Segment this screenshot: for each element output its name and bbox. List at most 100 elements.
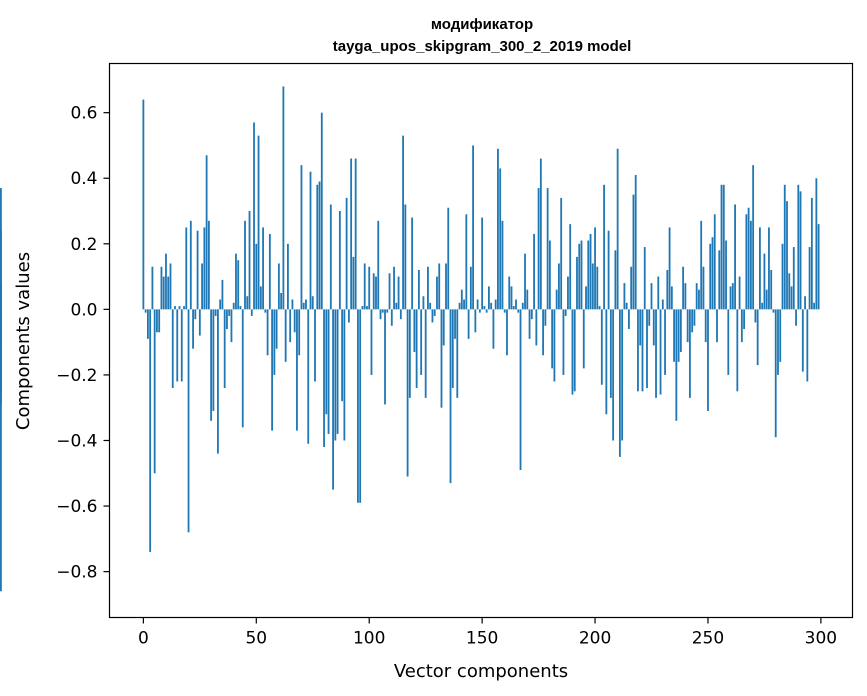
x-tick-label: 200 xyxy=(579,629,611,649)
bar xyxy=(643,247,646,310)
bar xyxy=(567,276,569,310)
bar xyxy=(573,309,576,392)
bar xyxy=(187,309,190,533)
bar xyxy=(716,309,718,343)
bar xyxy=(591,263,594,310)
bar xyxy=(763,253,766,310)
bar xyxy=(363,263,366,310)
bar xyxy=(727,309,730,375)
bar xyxy=(296,309,298,431)
x-tick-label: 300 xyxy=(805,629,837,649)
bar xyxy=(255,243,258,310)
bar xyxy=(476,299,479,310)
bar xyxy=(338,211,341,310)
bar xyxy=(548,240,551,310)
bar xyxy=(436,276,438,310)
bar xyxy=(176,309,179,382)
bar xyxy=(210,309,213,421)
bar xyxy=(469,266,472,310)
bar xyxy=(673,309,675,362)
bar xyxy=(165,253,167,310)
bar-series xyxy=(0,86,820,592)
bar xyxy=(813,302,816,310)
bar xyxy=(533,233,535,310)
bar xyxy=(501,220,504,310)
bar xyxy=(241,309,244,428)
bar xyxy=(614,250,617,310)
bar xyxy=(214,309,217,316)
bar xyxy=(576,256,578,310)
bar xyxy=(341,309,344,402)
bar xyxy=(402,135,404,310)
y-axis-ticks: −0.8 −0.6 −0.4 −0.2 0.0 0.2 0.4 0.6 xyxy=(56,104,110,583)
bar xyxy=(707,309,709,411)
bar xyxy=(406,309,409,477)
bar xyxy=(185,227,188,310)
bar xyxy=(160,266,163,310)
bar xyxy=(393,266,395,310)
bar xyxy=(415,309,418,389)
bar xyxy=(810,197,813,310)
bar xyxy=(670,286,673,310)
bar xyxy=(287,243,289,310)
bar xyxy=(361,306,364,310)
bar xyxy=(508,276,511,310)
bar xyxy=(603,184,605,310)
bar xyxy=(201,263,203,310)
bar xyxy=(262,227,264,310)
plot-frame xyxy=(108,62,854,619)
bar xyxy=(765,289,768,310)
bar xyxy=(801,309,804,372)
x-tick-label: 150 xyxy=(466,629,498,649)
bar xyxy=(144,309,147,313)
bar xyxy=(386,309,389,313)
bar xyxy=(246,296,249,310)
bar xyxy=(438,263,441,310)
bar xyxy=(770,270,773,310)
bar xyxy=(217,309,219,454)
y-tick-label: 0.6 xyxy=(70,104,97,124)
bar xyxy=(153,309,156,474)
bar xyxy=(377,220,380,310)
bar xyxy=(555,289,558,310)
bar xyxy=(273,309,276,375)
bar xyxy=(571,309,574,395)
bar xyxy=(264,309,267,313)
bar xyxy=(226,309,228,330)
bar xyxy=(718,250,721,310)
bar xyxy=(605,309,608,415)
bar xyxy=(277,263,280,310)
bar xyxy=(519,309,522,470)
bar xyxy=(779,309,782,362)
bar xyxy=(203,227,206,310)
bar xyxy=(189,220,192,310)
bar xyxy=(521,302,524,310)
bar xyxy=(447,207,450,310)
bar xyxy=(754,309,757,323)
bar xyxy=(280,292,283,310)
bar xyxy=(661,299,664,310)
bar xyxy=(607,230,610,310)
chart-subtitle: tayga_upos_skipgram_300_2_2019 model xyxy=(333,38,632,55)
bar xyxy=(162,276,165,310)
bar xyxy=(530,309,533,320)
bar xyxy=(725,240,727,310)
bar xyxy=(381,309,384,313)
bar xyxy=(747,207,750,310)
bar xyxy=(171,309,174,389)
bar xyxy=(628,309,630,330)
bar xyxy=(332,309,334,490)
bar xyxy=(682,266,685,310)
y-tick-label: −0.6 xyxy=(56,497,97,517)
y-tick-label: −0.2 xyxy=(56,366,97,386)
bar xyxy=(664,309,666,375)
bar xyxy=(411,217,414,310)
bar xyxy=(442,309,445,346)
bar xyxy=(397,276,400,310)
bar xyxy=(268,233,271,310)
bar xyxy=(207,220,210,310)
bar xyxy=(212,309,215,411)
bar xyxy=(309,171,312,310)
bar xyxy=(408,309,411,398)
